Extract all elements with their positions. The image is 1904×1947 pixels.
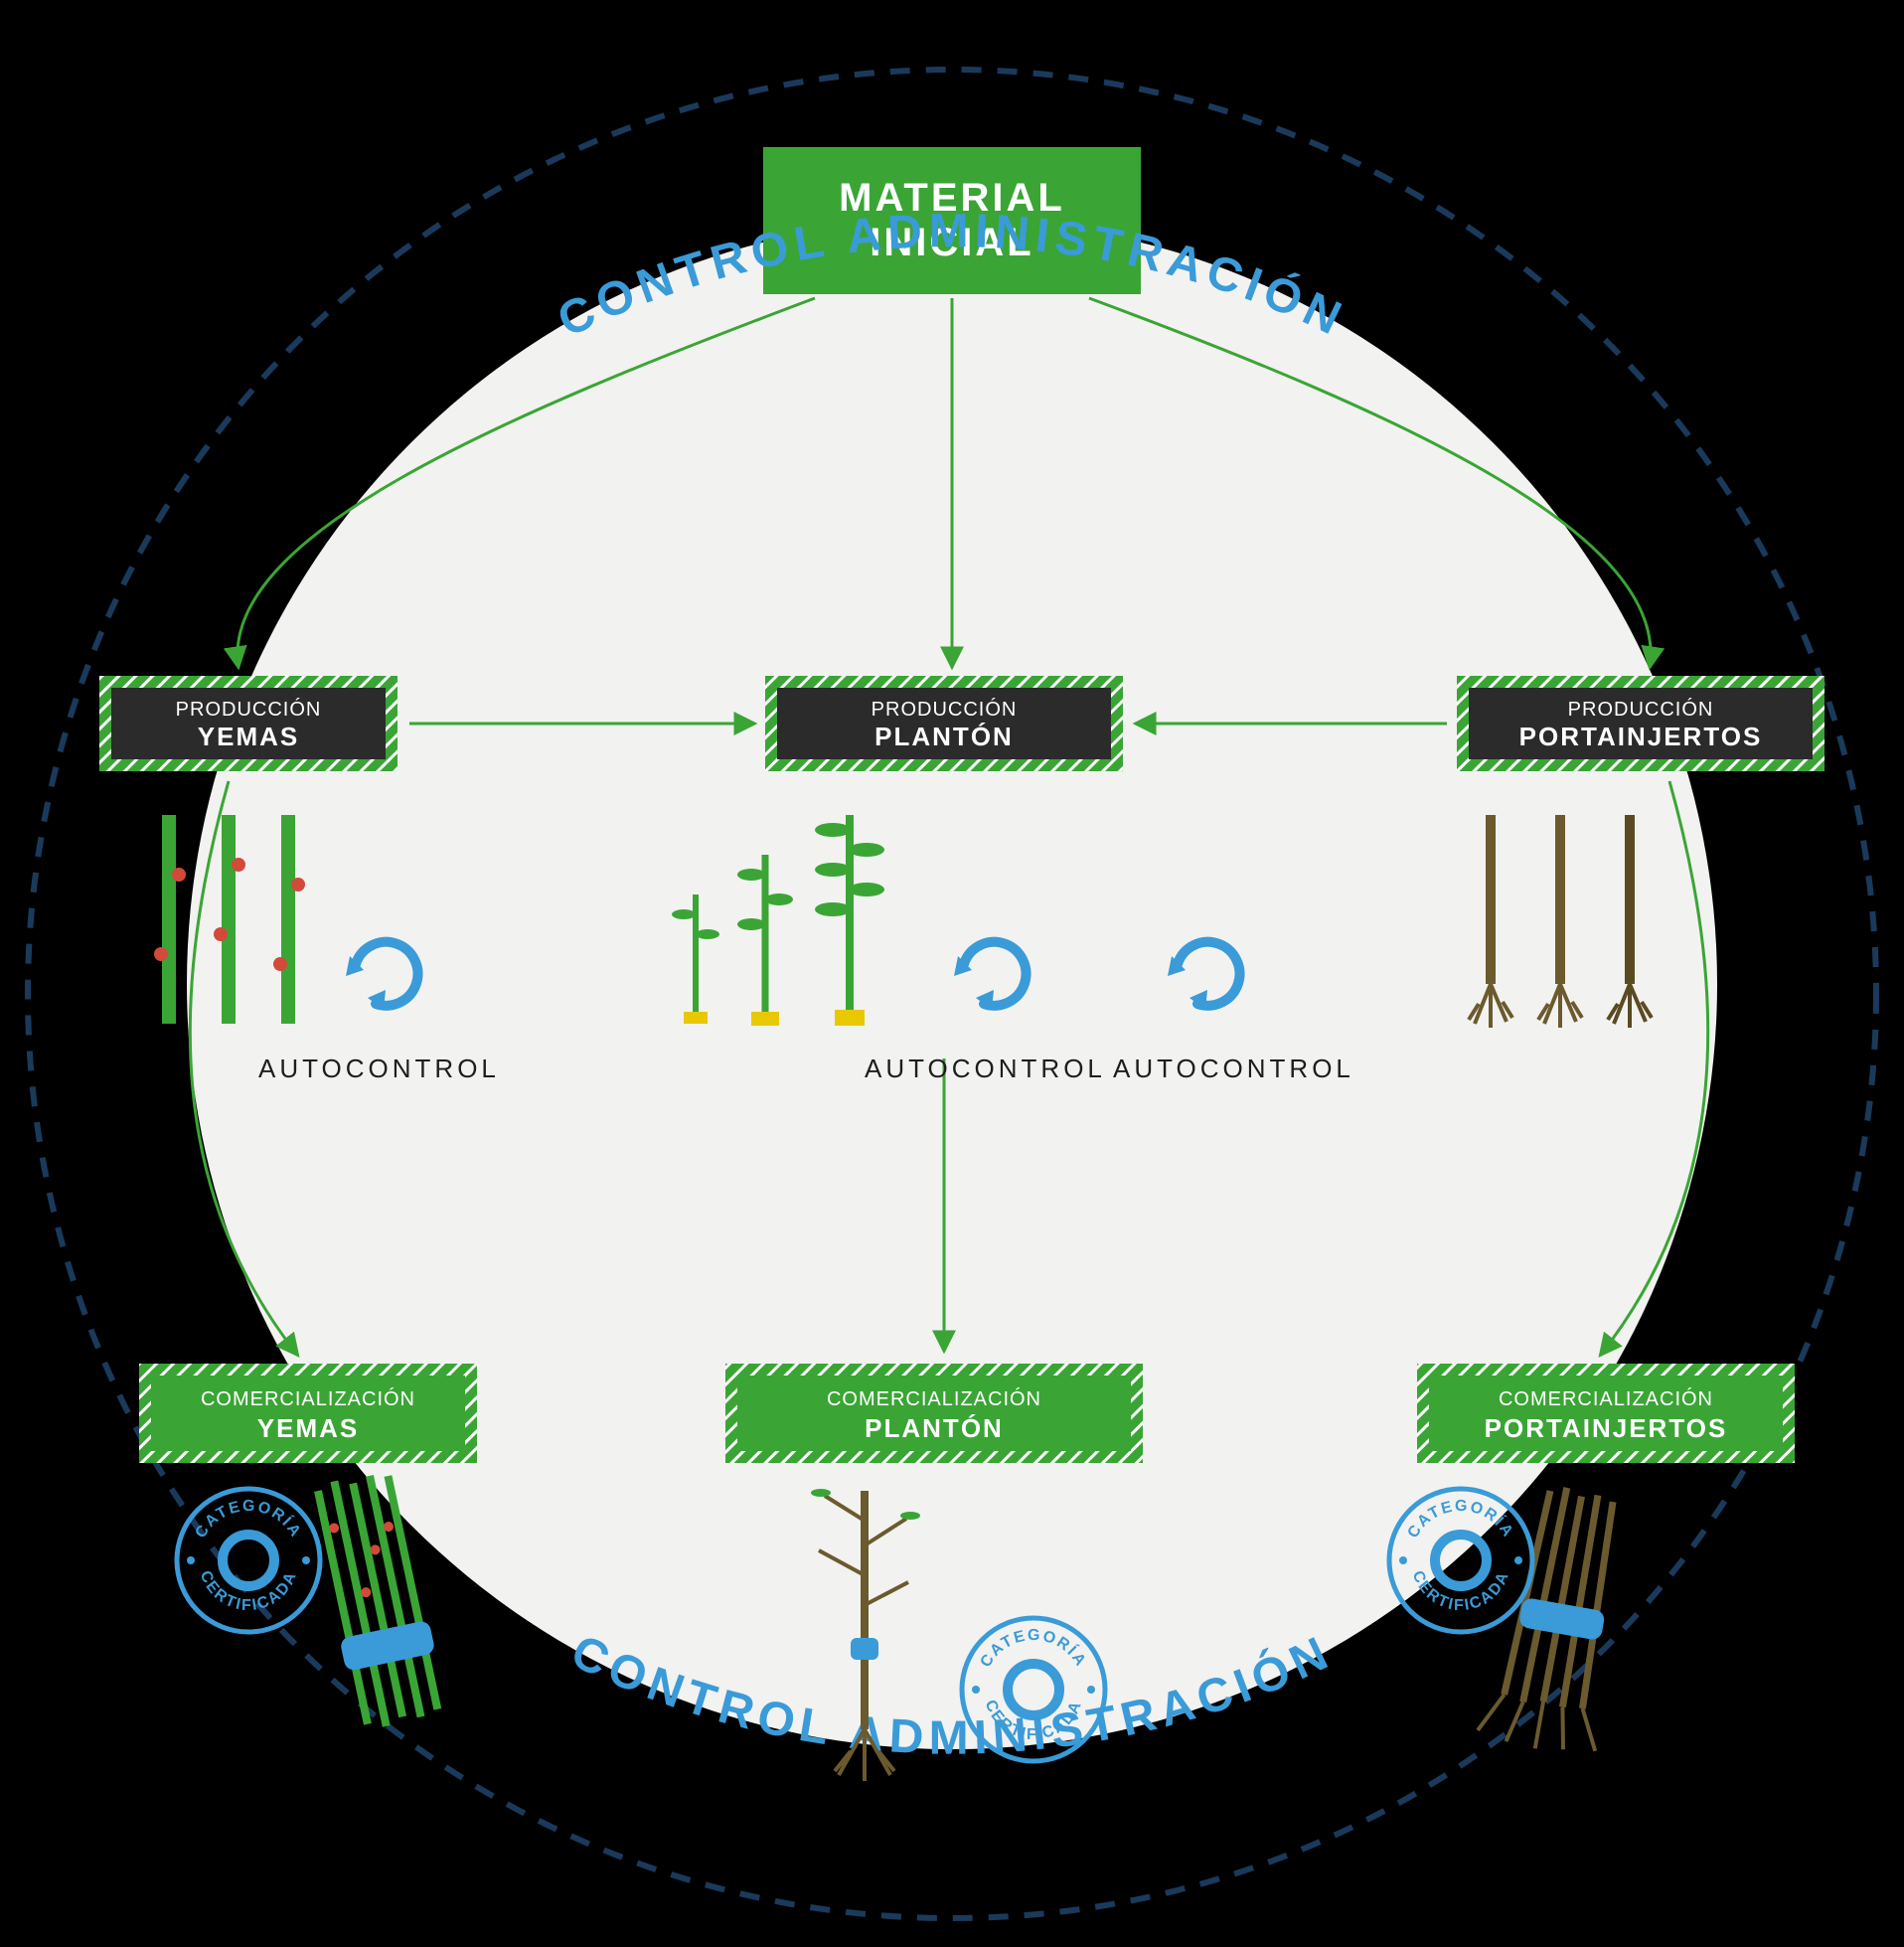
title-box: MATERIAL INICIAL	[763, 147, 1141, 294]
diagram-stage: MATERIAL INICIAL CONTROL ADMINIS	[0, 0, 1904, 1947]
autocontrol-label-3: AUTOCONTROL	[1113, 1054, 1354, 1084]
autocontrol-label-1: AUTOCONTROL	[258, 1054, 500, 1084]
stamp-1: CATEGORÍA CERTIFICADA	[177, 1489, 320, 1632]
brown-bundle-icon	[1477, 1480, 1640, 1759]
title-line1: MATERIAL	[839, 176, 1065, 221]
svg-text:CATEGORÍA: CATEGORÍA	[192, 1498, 304, 1541]
title-line2: INICIAL	[870, 221, 1033, 265]
autocontrol-label-2: AUTOCONTROL	[865, 1054, 1106, 1084]
inner-circle	[187, 219, 1717, 1749]
svg-text:CERTIFICADA: CERTIFICADA	[197, 1568, 301, 1614]
